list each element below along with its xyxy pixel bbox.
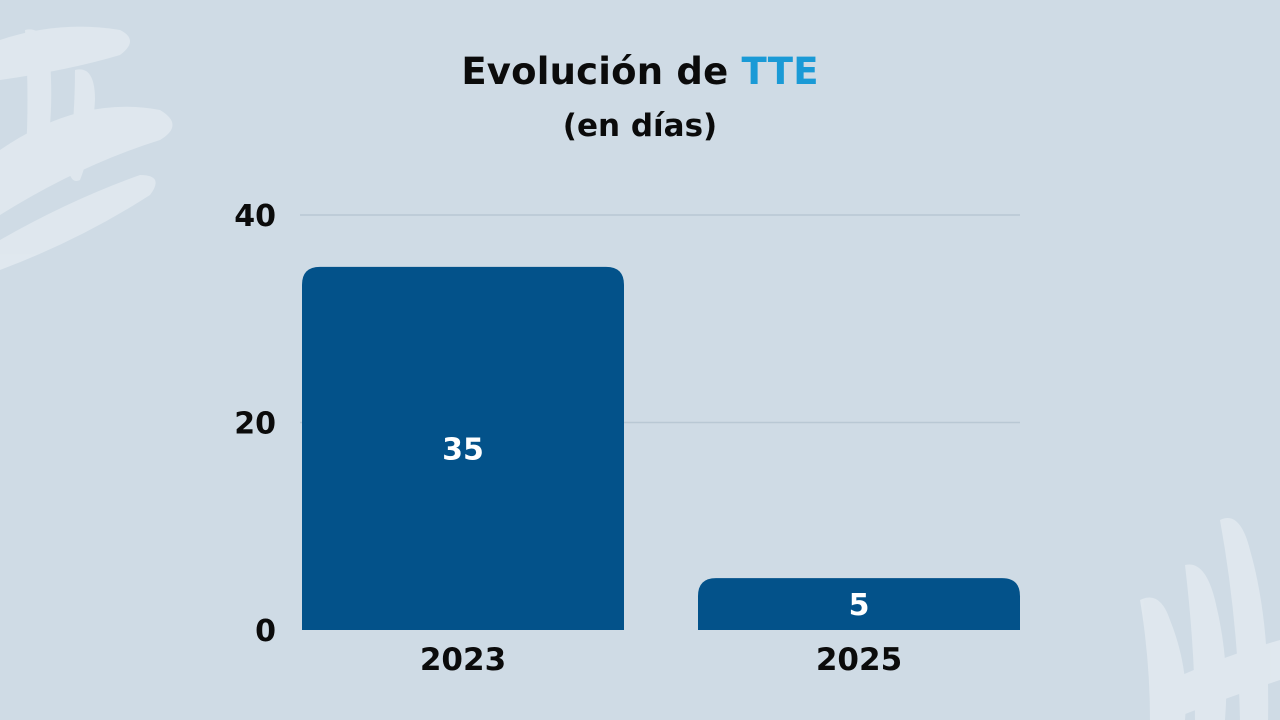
- y-tick-label: 20: [234, 407, 276, 442]
- y-tick-label: 0: [255, 614, 276, 649]
- chart-title-accent: TTE: [741, 50, 819, 93]
- x-category-label: 2025: [816, 642, 902, 678]
- bar-2023: [302, 266, 624, 630]
- x-category-label: 2023: [420, 642, 506, 678]
- data-label: 5: [849, 588, 870, 623]
- chart-title: Evolución de TTE: [0, 50, 1280, 93]
- data-label: 35: [442, 432, 484, 467]
- y-tick-label: 40: [234, 199, 276, 234]
- chart-title-main: Evolución de: [461, 50, 729, 93]
- chart-subtitle: (en días): [562, 108, 718, 144]
- bar-2025: [698, 578, 1020, 630]
